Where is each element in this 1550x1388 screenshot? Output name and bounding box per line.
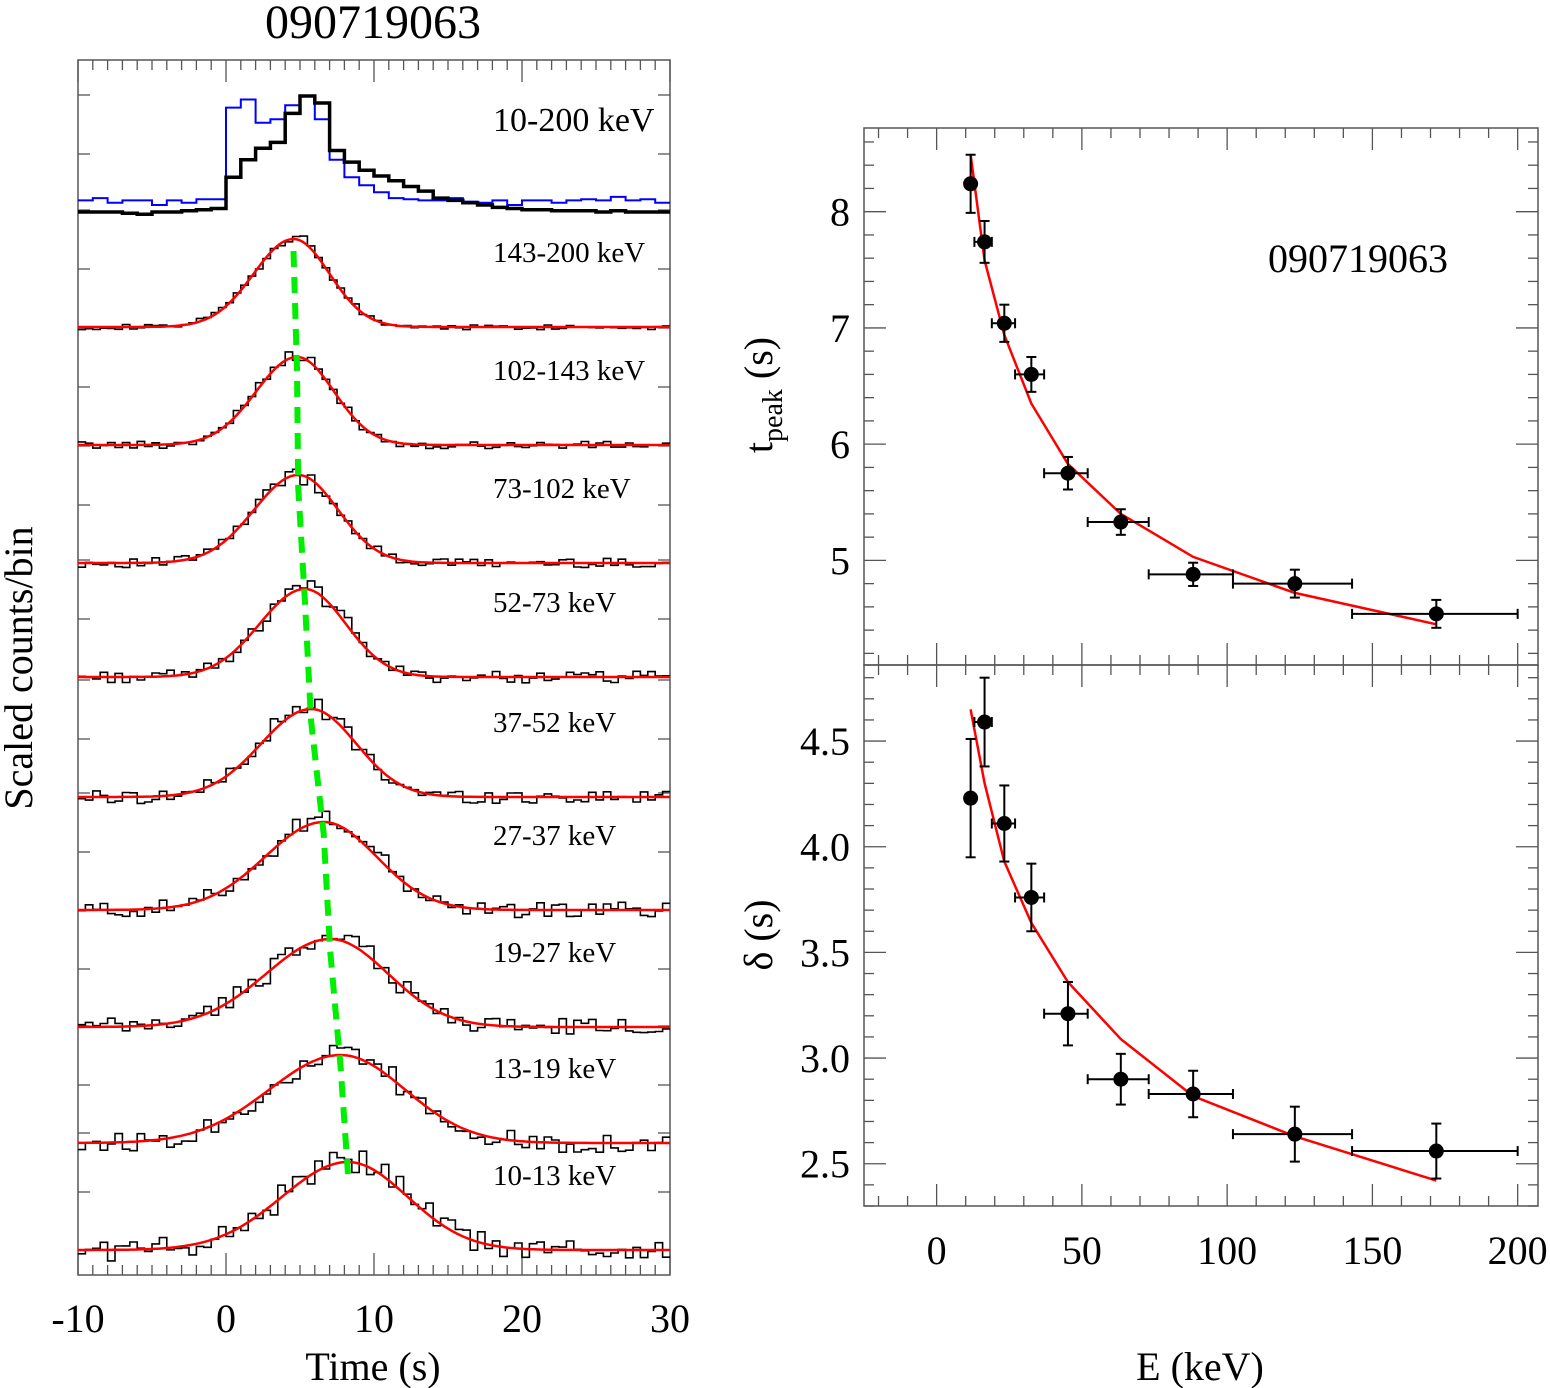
right-annotation: 090719063 bbox=[1268, 236, 1448, 281]
delta-panel: 2.5 3.0 3.5 4.0 4.5 0 50 100 150 200 bbox=[800, 664, 1548, 1273]
band-label: 102-143 keV bbox=[493, 355, 645, 387]
x-tick-label: 150 bbox=[1342, 1228, 1402, 1273]
x-tick-label: 20 bbox=[502, 1296, 542, 1341]
point-marker bbox=[996, 315, 1012, 331]
data-point bbox=[1231, 1105, 1354, 1163]
point-marker bbox=[977, 234, 993, 250]
data-point bbox=[1147, 561, 1234, 587]
band-label: 27-37 keV bbox=[493, 820, 616, 852]
point-marker bbox=[996, 815, 1012, 831]
band-label: 13-19 keV bbox=[493, 1053, 616, 1085]
right-xlabel: E (keV) bbox=[1136, 1344, 1264, 1388]
point-marker bbox=[1185, 1086, 1201, 1102]
tpeak-panel: 5 6 7 8 bbox=[830, 127, 1539, 666]
x-tick-label: 0 bbox=[927, 1228, 947, 1273]
data-point bbox=[990, 303, 1017, 343]
data-point bbox=[1043, 980, 1089, 1047]
data-point bbox=[1086, 508, 1150, 536]
top-ylabel-sub: peak bbox=[758, 389, 789, 442]
light-curve-panel: -10 0 10 20 30 143-200 keV 102-143 keV 73-102 k… bbox=[51, 59, 690, 1341]
band-fit-curve bbox=[78, 473, 670, 565]
total-lightcurve-black bbox=[78, 94, 670, 217]
band-label: 37-52 keV bbox=[493, 707, 616, 739]
x-tick-label: 50 bbox=[1062, 1228, 1102, 1273]
data-point bbox=[1351, 598, 1519, 629]
total-band-label: 10-200 keV bbox=[493, 102, 655, 139]
band-lightcurve bbox=[78, 1150, 670, 1262]
tpeak-panel-frame bbox=[863, 127, 1539, 666]
bottom-ylabel: δ (s) bbox=[736, 899, 781, 970]
band-label: 73-102 keV bbox=[493, 473, 631, 505]
x-tick-label: 30 bbox=[650, 1296, 690, 1341]
fit-line bbox=[969, 709, 1437, 1182]
left-title: 090719063 bbox=[265, 0, 481, 49]
y-tick-label: 7 bbox=[830, 306, 850, 351]
band-fit-curve bbox=[78, 820, 670, 912]
data-point bbox=[963, 737, 979, 859]
y-tick-label: 3.5 bbox=[800, 930, 850, 975]
point-marker bbox=[1287, 1126, 1303, 1142]
x-tick-label: -10 bbox=[51, 1296, 104, 1341]
y-tick-label: 3.0 bbox=[800, 1036, 850, 1081]
energy-dependence-panels: 5 6 7 8 2.5 3.0 3.5 4.0 4.5 0 50 100 150 200 bbox=[800, 127, 1548, 1273]
data-point bbox=[1014, 862, 1046, 933]
data-point bbox=[1086, 1052, 1150, 1106]
data-point bbox=[973, 676, 993, 768]
point-marker bbox=[1060, 465, 1076, 481]
fit-line bbox=[969, 154, 1437, 626]
point-marker bbox=[1113, 514, 1129, 530]
band-fit-curve bbox=[78, 1160, 670, 1252]
band-label: 10-13 keV bbox=[493, 1160, 616, 1192]
y-tick-label: 4.5 bbox=[800, 719, 850, 764]
x-tick-label: 200 bbox=[1488, 1228, 1548, 1273]
point-marker bbox=[1185, 566, 1201, 582]
data-point bbox=[973, 219, 993, 264]
point-marker bbox=[1428, 1143, 1444, 1159]
data-point bbox=[1043, 455, 1089, 491]
band-lightcurve bbox=[78, 934, 670, 1035]
x-tick-label: 100 bbox=[1197, 1228, 1257, 1273]
band-fit-curve bbox=[78, 355, 670, 447]
point-marker bbox=[1428, 606, 1444, 622]
y-tick-label: 8 bbox=[830, 190, 850, 235]
data-point bbox=[1147, 1069, 1234, 1119]
band-label: 19-27 keV bbox=[493, 937, 616, 969]
x-tick-label: 10 bbox=[354, 1296, 394, 1341]
point-marker bbox=[977, 714, 993, 730]
data-point bbox=[1231, 568, 1354, 599]
x-tick-label: 0 bbox=[216, 1296, 236, 1341]
y-tick-label: 6 bbox=[830, 422, 850, 467]
top-ylabel: tpeak (s) bbox=[736, 337, 789, 453]
left-xlabel: Time (s) bbox=[305, 1344, 440, 1388]
left-ylabel: Scaled counts/bin bbox=[0, 526, 41, 809]
point-marker bbox=[963, 176, 979, 192]
band-fit-curve bbox=[78, 237, 670, 329]
point-marker bbox=[1287, 576, 1303, 592]
band-label: 52-73 keV bbox=[493, 587, 616, 619]
band-lightcurve bbox=[78, 468, 670, 569]
point-marker bbox=[1060, 1006, 1076, 1022]
band-fit-curve bbox=[78, 1053, 670, 1145]
point-marker bbox=[1023, 366, 1039, 382]
band-fit-curve bbox=[78, 707, 670, 799]
band-fit-curve bbox=[78, 587, 670, 679]
delta-panel-frame bbox=[863, 664, 1539, 1207]
y-tick-label: 4.0 bbox=[800, 825, 850, 870]
point-marker bbox=[1023, 889, 1039, 905]
point-marker bbox=[963, 790, 979, 806]
data-point bbox=[1014, 355, 1046, 393]
data-point bbox=[963, 153, 979, 214]
data-point bbox=[1351, 1122, 1519, 1180]
peak-track-dashed-line bbox=[290, 250, 351, 1175]
band-label: 143-200 keV bbox=[493, 237, 645, 269]
total-lightcurve-blue bbox=[78, 95, 670, 206]
point-marker bbox=[1113, 1071, 1129, 1087]
y-tick-label: 5 bbox=[830, 538, 850, 583]
data-point bbox=[990, 784, 1017, 863]
band-fit-curve bbox=[78, 937, 670, 1029]
y-tick-label: 2.5 bbox=[800, 1142, 850, 1187]
